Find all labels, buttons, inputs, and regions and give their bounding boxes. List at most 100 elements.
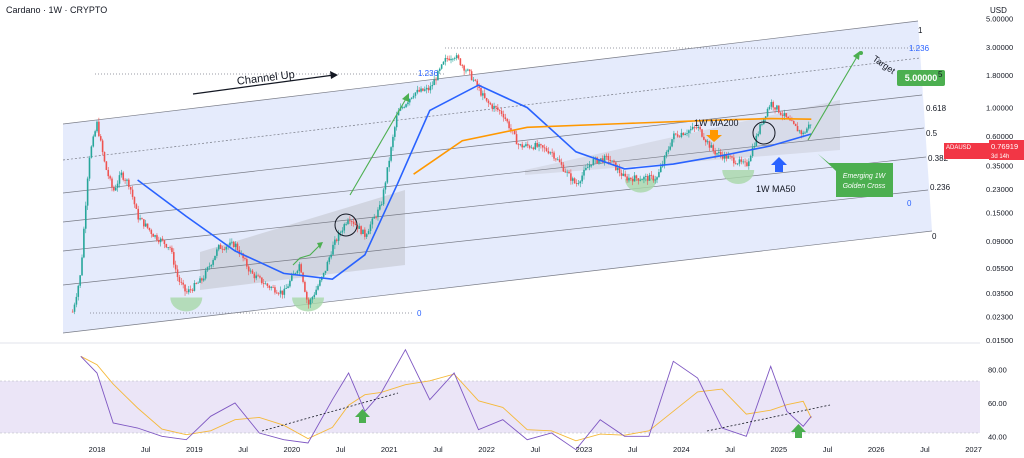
- candle-body: [313, 294, 316, 298]
- golden-cross-line2: Golden Cross: [843, 183, 886, 190]
- candle-body: [555, 158, 557, 160]
- svg-text:0: 0: [417, 309, 422, 318]
- candle-body: [392, 136, 394, 148]
- candle-body: [806, 128, 808, 133]
- ma200-label: 1W MA200: [694, 118, 739, 128]
- candle-body: [178, 277, 181, 282]
- candle-body: [478, 86, 480, 89]
- candle-body: [583, 169, 585, 176]
- candle-body: [287, 286, 289, 289]
- candle-body: [422, 88, 424, 91]
- candle-body: [748, 161, 750, 167]
- candle-body: [778, 105, 780, 113]
- price-tick: 0.09000: [986, 237, 1013, 246]
- candle-body: [98, 121, 100, 137]
- candle-body: [652, 175, 655, 181]
- time-tick: Jul: [336, 445, 346, 454]
- candle-body: [435, 79, 437, 81]
- candle-body: [431, 85, 434, 87]
- candle-body: [244, 258, 246, 260]
- candle-body: [776, 105, 778, 110]
- candle-body: [734, 163, 737, 165]
- candle-body: [487, 100, 490, 104]
- candle-body: [774, 107, 776, 110]
- candle-body: [139, 218, 141, 220]
- rsi-tick: 80.00: [988, 366, 1007, 375]
- candle-body: [159, 238, 162, 243]
- candle-body: [410, 97, 413, 99]
- candle-body: [364, 229, 366, 237]
- rsi-tick: 40.00: [988, 432, 1007, 441]
- candle-body: [221, 248, 224, 250]
- candle-body: [536, 142, 538, 147]
- rsi-line: [80, 348, 812, 451]
- candle-body: [665, 151, 668, 156]
- candle-body: [165, 244, 168, 248]
- price-tick: 1.80000: [986, 71, 1013, 80]
- candle-body: [208, 266, 211, 268]
- candle-body: [156, 235, 158, 241]
- candle-body: [332, 244, 334, 255]
- green-arrows: [292, 54, 859, 266]
- candle-body: [620, 172, 623, 176]
- candle-body: [452, 58, 454, 60]
- candle-body: [781, 114, 784, 116]
- time-tick: Jul: [628, 445, 638, 454]
- candle-body: [635, 175, 638, 179]
- candle-body: [360, 226, 362, 235]
- candle-body: [150, 230, 153, 234]
- candle-body: [236, 243, 239, 251]
- candle-body: [669, 146, 671, 150]
- candle-body: [802, 132, 804, 135]
- price-tick: 0.35000: [986, 162, 1013, 171]
- candle-body: [414, 92, 417, 96]
- candle-body: [161, 238, 164, 241]
- candle-body: [131, 189, 134, 197]
- candle-body: [204, 270, 207, 279]
- candle-body: [693, 126, 696, 128]
- candle-body: [416, 89, 419, 93]
- candle-body: [272, 286, 274, 288]
- candle-body: [628, 177, 630, 181]
- candle-body: [386, 167, 389, 183]
- candle-body: [124, 179, 126, 181]
- candle-body: [281, 290, 284, 295]
- time-tick: 2025: [770, 445, 787, 454]
- candle-body: [474, 79, 477, 81]
- candle-body: [609, 159, 612, 162]
- candle-body: [113, 187, 115, 191]
- candle-body: [630, 177, 632, 179]
- candle-body: [358, 226, 361, 229]
- candle-body: [405, 104, 407, 108]
- candle-body: [768, 106, 771, 109]
- candle-body: [783, 113, 786, 116]
- candle-body: [171, 247, 173, 253]
- candle-body: [394, 127, 396, 137]
- candle-body: [71, 311, 74, 313]
- candle-body: [266, 283, 269, 286]
- time-tick: Jul: [433, 445, 443, 454]
- candle-body: [744, 161, 746, 163]
- time-tick: 2022: [478, 445, 495, 454]
- rsi-tick: 60.00: [988, 399, 1007, 408]
- candle-body: [798, 130, 801, 132]
- candle-body: [579, 181, 582, 184]
- candle-body: [337, 232, 340, 241]
- candle-body: [116, 183, 119, 188]
- candle-body: [298, 264, 301, 271]
- svg-text:0.382: 0.382: [928, 154, 949, 163]
- price-tick: 3.00000: [986, 43, 1013, 52]
- candle-body: [547, 150, 550, 154]
- candle-body: [390, 147, 392, 161]
- price-tick: 0.23000: [986, 185, 1013, 194]
- candle-body: [210, 264, 213, 267]
- candle-body: [433, 79, 435, 86]
- candle-body: [217, 244, 220, 250]
- candle-body: [564, 171, 567, 173]
- svg-text:0.5: 0.5: [926, 129, 938, 138]
- candle-body: [485, 98, 488, 101]
- candle-body: [596, 157, 598, 164]
- candle-body: [598, 159, 600, 164]
- candle-body: [800, 130, 803, 135]
